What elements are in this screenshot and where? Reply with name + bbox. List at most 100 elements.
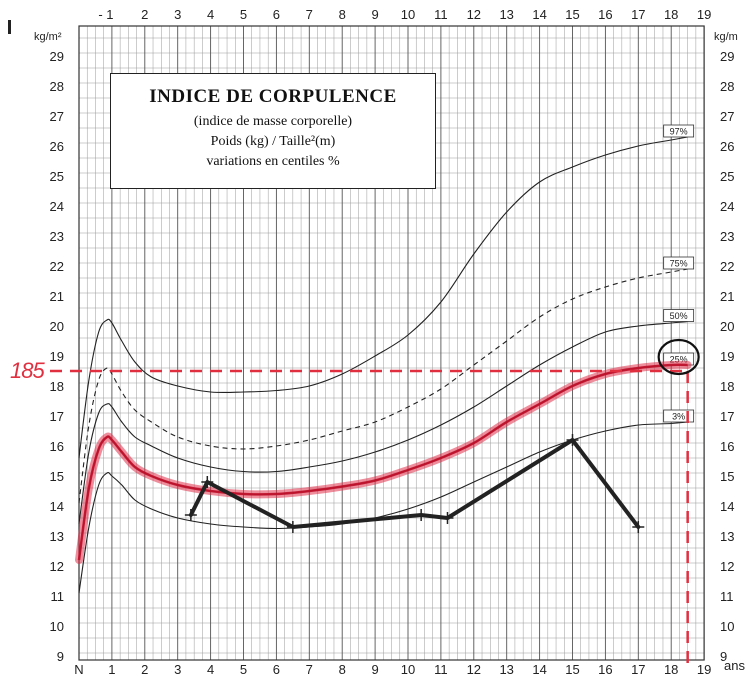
x-tick-label-bottom: 9 [371,662,378,677]
series-highlight-core [77,363,688,561]
y-ticks-left: 9 10 11 12 13 14 15 16 17 18 19 20 21 22 23 24 25 26 27 28 2… [50,49,64,664]
y-tick-label-left: 19 [50,349,64,364]
series-97pct-line [78,136,688,459]
x-tick-label-bottom: 2 [141,662,148,677]
x-tick-label-top: 15 [565,7,579,22]
y-axis-label-left: kg/m² [34,31,62,43]
y-tick-label-left: 17 [50,409,64,424]
centile-tag-3pct: 3% [672,412,685,422]
y-tick-label-left: 16 [50,439,64,454]
x-tick-label-bottom: 3 [174,662,181,677]
y-tick-label-right: 25 [720,169,734,184]
scan-mark [8,20,11,34]
x-tick-label-bottom: 10 [401,662,415,677]
y-tick-label-right: 16 [720,439,734,454]
y-tick-label-right: 22 [720,259,734,274]
chart-subtitle-3: variations en centiles % [206,154,340,169]
y-tick-label-right: 15 [720,469,734,484]
y-tick-label-right: 27 [720,109,734,124]
y-tick-label-left: 14 [50,499,64,514]
x-ticks-top: - 1 2 3 4 5 6 7 8 9 10 11 12 13 14 15 16 17 18 19 [98,7,711,22]
y-tick-label-right: 28 [720,79,734,94]
x-tick-label-bottom: 13 [499,662,513,677]
x-tick-label-top: 5 [240,7,247,22]
y-ticks-right: 9 10 11 12 13 14 15 16 17 18 19 20 21 22 23 24 25 26 27 28 2… [720,49,734,664]
y-tick-label-left: 24 [50,199,64,214]
y-tick-label-left: 22 [50,259,64,274]
series-layer: 97% 75% 50% 25% 3% [75,124,695,594]
y-tick-label-right: 10 [720,619,734,634]
y-tick-label-left: 11 [51,589,65,604]
x-ticks-bottom: N 1 2 3 4 5 6 7 8 9 10 11 12 13 14 15 16 17 18 19 [74,662,711,677]
y-tick-label-right: 14 [720,499,734,514]
x-tick-label-top: 3 [174,7,181,22]
x-tick-label-top: 13 [499,7,513,22]
x-tick-label-bottom: 14 [532,662,546,677]
centile-tag-box [663,409,695,423]
x-axis-label: ans [724,658,745,673]
x-tick-label-bottom: 18 [664,662,678,677]
y-tick-label-left: 9 [57,649,64,664]
circled-25pct-marker [657,338,700,376]
y-tick-label-right: 29 [720,49,734,64]
x-tick-label-bottom: 5 [240,662,247,677]
y-tick-label-right: 12 [720,559,734,574]
centile-tag-75pct: 75% [670,259,688,269]
centile-tag-97pct: 97% [670,127,688,137]
x-tick-label-top: 18 [664,7,678,22]
chart-subtitle-1: (indice de masse corporelle) [193,114,353,129]
y-tick-label-right: 13 [720,529,734,544]
x-tick-label-bottom: 11 [434,662,448,677]
chart-title: INDICE DE CORPULENCE [149,86,397,107]
centile-tag-box [663,309,695,322]
y-tick-label-left: 15 [50,469,64,484]
y-tick-label-right: 24 [720,199,734,214]
centile-tag-25pct: 25% [670,355,688,365]
x-tick-label-top: 11 [434,7,448,22]
x-tick-label-top: 8 [339,7,346,22]
x-tick-label-top: 14 [532,7,546,22]
y-tick-label-right: 20 [720,319,734,334]
title-box: INDICE DE CORPULENCE (indice de masse co… [110,73,436,189]
x-tick-label-bottom: 12 [467,662,481,677]
y-tick-label-left: 27 [50,109,64,124]
y-tick-label-left: 18 [50,379,64,394]
x-tick-label-top: 6 [273,7,280,22]
y-tick-label-right: 11 [720,589,734,604]
x-tick-label-top: 17 [631,7,645,22]
x-tick-label-top: - 1 [98,7,113,22]
y-tick-label-left: 23 [50,229,64,244]
x-tick-label-bottom: 17 [631,662,645,677]
x-tick-label-top: 10 [401,7,415,22]
y-tick-label-right: 21 [720,289,734,304]
centile-tag-box [663,256,695,270]
series-50pct-line [78,320,688,525]
y-tick-label-left: 12 [50,559,64,574]
x-tick-label-top: 12 [467,7,481,22]
x-tick-label-bottom: N [74,662,83,677]
series-75pct-line [78,268,688,504]
y-tick-label-right: 18 [720,379,734,394]
x-tick-label-top: 2 [141,7,148,22]
x-tick-label-top: 7 [306,7,313,22]
x-tick-label-top: 4 [207,7,214,22]
x-tick-label-bottom: 19 [697,662,711,677]
y-tick-label-right: 19 [720,349,734,364]
x-tick-label-bottom: 15 [565,662,579,677]
x-tick-label-bottom: 8 [339,662,346,677]
y-tick-label-left: 28 [50,79,64,94]
x-tick-label-bottom: 16 [598,662,612,677]
y-tick-label-left: 26 [50,139,64,154]
y-tick-label-right: 26 [720,139,734,154]
x-tick-label-top: 16 [598,7,612,22]
annotation-layer [50,338,700,670]
y-axis-label-right: kg/m [714,31,738,43]
centile-tag-50pct: 50% [670,311,688,321]
y-tick-label-left: 25 [50,169,64,184]
reference-value-label: 185 [10,358,45,383]
y-tick-label-right: 17 [720,409,734,424]
y-tick-label-right: 9 [720,649,727,664]
plot-frame [78,25,705,661]
y-tick-label-left: 20 [50,319,64,334]
x-tick-label-bottom: 4 [207,662,214,677]
